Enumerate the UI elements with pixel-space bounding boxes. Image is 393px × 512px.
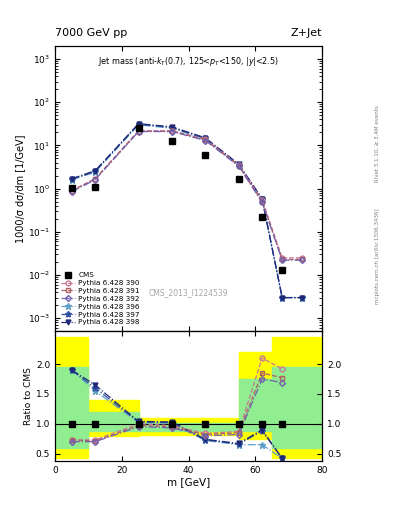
Text: mcplots.cern.ch [arXiv:1306.3436]: mcplots.cern.ch [arXiv:1306.3436] <box>375 208 380 304</box>
Legend: CMS, Pythia 6.428 390, Pythia 6.428 391, Pythia 6.428 392, Pythia 6.428 396, Pyt: CMS, Pythia 6.428 390, Pythia 6.428 391,… <box>59 270 142 328</box>
Text: CMS_2013_I1224539: CMS_2013_I1224539 <box>149 288 228 297</box>
Y-axis label: Ratio to CMS: Ratio to CMS <box>24 367 33 425</box>
Text: Z+Jet: Z+Jet <box>291 28 322 38</box>
X-axis label: m [GeV]: m [GeV] <box>167 477 210 487</box>
Y-axis label: 1000/σ dσ/dm [1/GeV]: 1000/σ dσ/dm [1/GeV] <box>15 134 25 243</box>
Text: 7000 GeV pp: 7000 GeV pp <box>55 28 127 38</box>
Text: Rivet 3.1.10, ≥ 3.4M events: Rivet 3.1.10, ≥ 3.4M events <box>375 105 380 182</box>
Text: Jet mass (anti-$k_T$(0.7), 125<$p_T$<150, |$y$|<2.5): Jet mass (anti-$k_T$(0.7), 125<$p_T$<150… <box>98 55 279 68</box>
